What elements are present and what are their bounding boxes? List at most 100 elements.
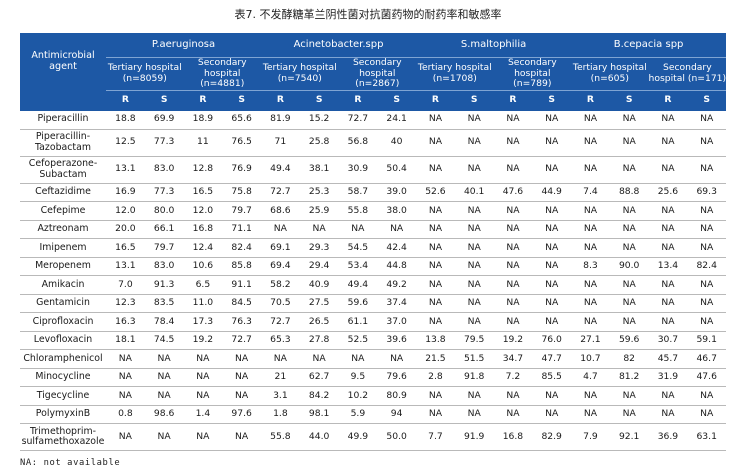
susceptible-value: 83.5 [144, 294, 184, 313]
resistance-value: 58.7 [338, 183, 378, 202]
resistance-header: R [416, 90, 455, 111]
susceptible-value: 84.2 [299, 386, 339, 406]
susceptible-value: 88.8 [609, 183, 649, 202]
resistance-value: 31.9 [648, 368, 688, 387]
susceptible-value: 40.1 [454, 183, 494, 202]
resistance-value: 53.4 [338, 257, 378, 276]
susceptible-value: NA [454, 201, 494, 221]
organism-header: S.maltophilia [416, 33, 572, 58]
resistance-value: 9.5 [338, 368, 378, 387]
resistance-value: NA [493, 129, 533, 157]
resistance-value: 25.6 [648, 183, 688, 202]
resistance-value: NA [493, 238, 533, 258]
hospital-header: Tertiary hospital (n=7540) [261, 57, 339, 91]
resistance-value: 12.8 [183, 156, 223, 184]
resistance-value: NA [571, 129, 610, 157]
susceptible-header: S [609, 90, 649, 111]
resistance-value: NA [416, 110, 455, 130]
susceptible-value: 47.7 [532, 349, 572, 369]
susceptible-value: NA [532, 275, 572, 295]
susceptible-value: 83.0 [144, 257, 184, 276]
susceptible-value: 79.7 [222, 201, 261, 221]
resistance-value: 4.7 [571, 368, 610, 387]
susceptible-value: NA [687, 275, 727, 295]
susceptible-value: 81.2 [609, 368, 649, 387]
susceptible-value: NA [609, 110, 649, 130]
resistance-value: 12.0 [106, 201, 145, 221]
resistance-value: 68.6 [261, 201, 300, 221]
susceptible-header: S [377, 90, 417, 111]
resistance-value: NA [183, 386, 223, 406]
agent-name: Meropenem [20, 257, 106, 276]
agent-name: Ceftazidime [20, 183, 106, 202]
resistance-value: NA [493, 275, 533, 295]
susceptible-value: 27.5 [299, 294, 339, 313]
resistance-value: NA [571, 156, 610, 184]
susceptible-value: 85.8 [222, 257, 261, 276]
susceptible-value: NA [687, 156, 727, 184]
resistance-value: NA [493, 312, 533, 332]
susceptible-value: NA [609, 294, 649, 313]
resistance-value: 47.6 [493, 183, 533, 202]
hospital-header: Secondary hospital (n=4881) [183, 57, 261, 91]
susceptible-value: 40.9 [299, 275, 339, 295]
resistance-value: NA [416, 238, 455, 258]
susceptible-value: 50.0 [377, 423, 417, 451]
susceptible-value: 42.4 [377, 238, 417, 258]
resistance-value: 49.4 [338, 275, 378, 295]
resistance-value: NA [493, 110, 533, 130]
resistance-value: 55.8 [338, 201, 378, 221]
susceptible-header: S [222, 90, 261, 111]
resistance-value: NA [571, 110, 610, 130]
resistance-value: NA [183, 423, 223, 451]
resistance-value: NA [416, 201, 455, 221]
resistance-value: 71 [261, 129, 300, 157]
resistance-value: 21.5 [416, 349, 455, 369]
resistance-value: 1.4 [183, 405, 223, 424]
susceptible-value: NA [687, 110, 727, 130]
susceptible-value: 91.8 [454, 368, 494, 387]
susceptible-value: 76.0 [532, 331, 572, 350]
resistance-value: 10.6 [183, 257, 223, 276]
resistance-value: NA [648, 201, 688, 221]
susceptible-value: 94 [377, 405, 417, 424]
resistance-value: 11 [183, 129, 223, 157]
resistance-value: NA [648, 129, 688, 157]
resistance-value: NA [493, 257, 533, 276]
susceptible-value: 39.6 [377, 331, 417, 350]
susceptible-value: 79.5 [454, 331, 494, 350]
resistance-value: NA [648, 294, 688, 313]
resistance-value: NA [571, 294, 610, 313]
agent-header-spacer [20, 90, 106, 111]
susceptible-value: NA [454, 294, 494, 313]
susceptible-value: NA [144, 349, 184, 369]
resistance-value: 19.2 [183, 331, 223, 350]
organism-header: P.aeruginosa [106, 33, 261, 58]
susceptible-value: NA [532, 312, 572, 332]
susceptible-value: 76.3 [222, 312, 261, 332]
susceptible-value: 92.1 [609, 423, 649, 451]
susceptible-value: 84.5 [222, 294, 261, 313]
resistance-value: NA [416, 220, 455, 239]
resistance-value: 19.2 [493, 331, 533, 350]
susceptible-value: NA [687, 238, 727, 258]
agent-name: PolymyxinB [20, 405, 106, 424]
resistance-value: NA [571, 238, 610, 258]
resistance-header: R [648, 90, 688, 111]
agent-name: Tigecycline [20, 386, 106, 406]
susceptible-value: NA [532, 201, 572, 221]
table-row: Piperacillin 18.8 69.9 18.9 65.6 81.9 15.2 72.7… [20, 110, 727, 130]
table-row: Tigecycline NA NA NA NA 3.1 84.2 10.2 80.9 NA NA NA… [20, 386, 727, 406]
susceptible-value: 91.1 [222, 275, 261, 295]
susceptible-value: 71.1 [222, 220, 261, 239]
table-row: Minocycline NA NA NA NA 21 62.7 9.5 79.6 2.8 91.8 7… [20, 368, 727, 387]
resistance-value: NA [571, 386, 610, 406]
agent-name: Levofloxacin [20, 331, 106, 350]
susceptible-value: NA [144, 368, 184, 387]
table-row: Amikacin 7.0 91.3 6.5 91.1 58.2 40.9 49.4 49.2 NA… [20, 275, 727, 295]
resistance-value: NA [648, 238, 688, 258]
resistance-value: 18.8 [106, 110, 145, 130]
susceptible-value: 72.7 [222, 331, 261, 350]
agent-name: Aztreonam [20, 220, 106, 239]
hospital-header: Tertiary hospital (n=8059) [106, 57, 184, 91]
